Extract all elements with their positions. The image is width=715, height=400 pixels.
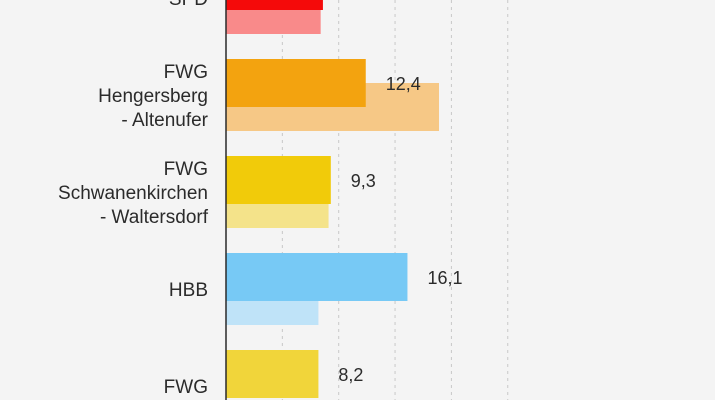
value-label-1: 12,4 [386, 74, 421, 94]
category-label-line: FWG [164, 159, 208, 180]
category-label-2: FWG Schwanenkirchen - Waltersdorf [58, 159, 209, 228]
category-label-0: SPD [169, 0, 208, 10]
bar-current-1 [226, 59, 366, 107]
value-label-3: 16,1 [427, 268, 462, 288]
category-label-line: Hengersberg [98, 86, 208, 107]
bar-current-0 [226, 0, 323, 10]
bar-current-2 [226, 156, 331, 204]
bar-current-4 [226, 350, 319, 398]
category-label-line: - Altenufer [121, 110, 208, 131]
category-label-line: - Waltersdorf [100, 207, 209, 228]
value-label-4: 8,2 [338, 365, 363, 385]
category-label-line: HBB [169, 280, 208, 301]
bar-current-3 [226, 253, 408, 301]
category-labels: SPD FWG Hengersberg - Altenufer FWG Schwanenk… [58, 0, 209, 398]
category-label-line: SPD [169, 0, 208, 10]
category-label-4: FWG [164, 377, 208, 398]
category-label-line: Schwanenkirchen [58, 183, 208, 204]
category-label-line: FWG [164, 62, 208, 83]
bars [226, 0, 440, 398]
value-label-2: 9,3 [351, 171, 376, 191]
category-label-1: FWG Hengersberg - Altenufer [98, 62, 209, 131]
value-labels: 8,612,49,316,18,2 [338, 74, 462, 385]
category-label-line: FWG [164, 377, 208, 398]
category-label-3: HBB [169, 280, 208, 301]
